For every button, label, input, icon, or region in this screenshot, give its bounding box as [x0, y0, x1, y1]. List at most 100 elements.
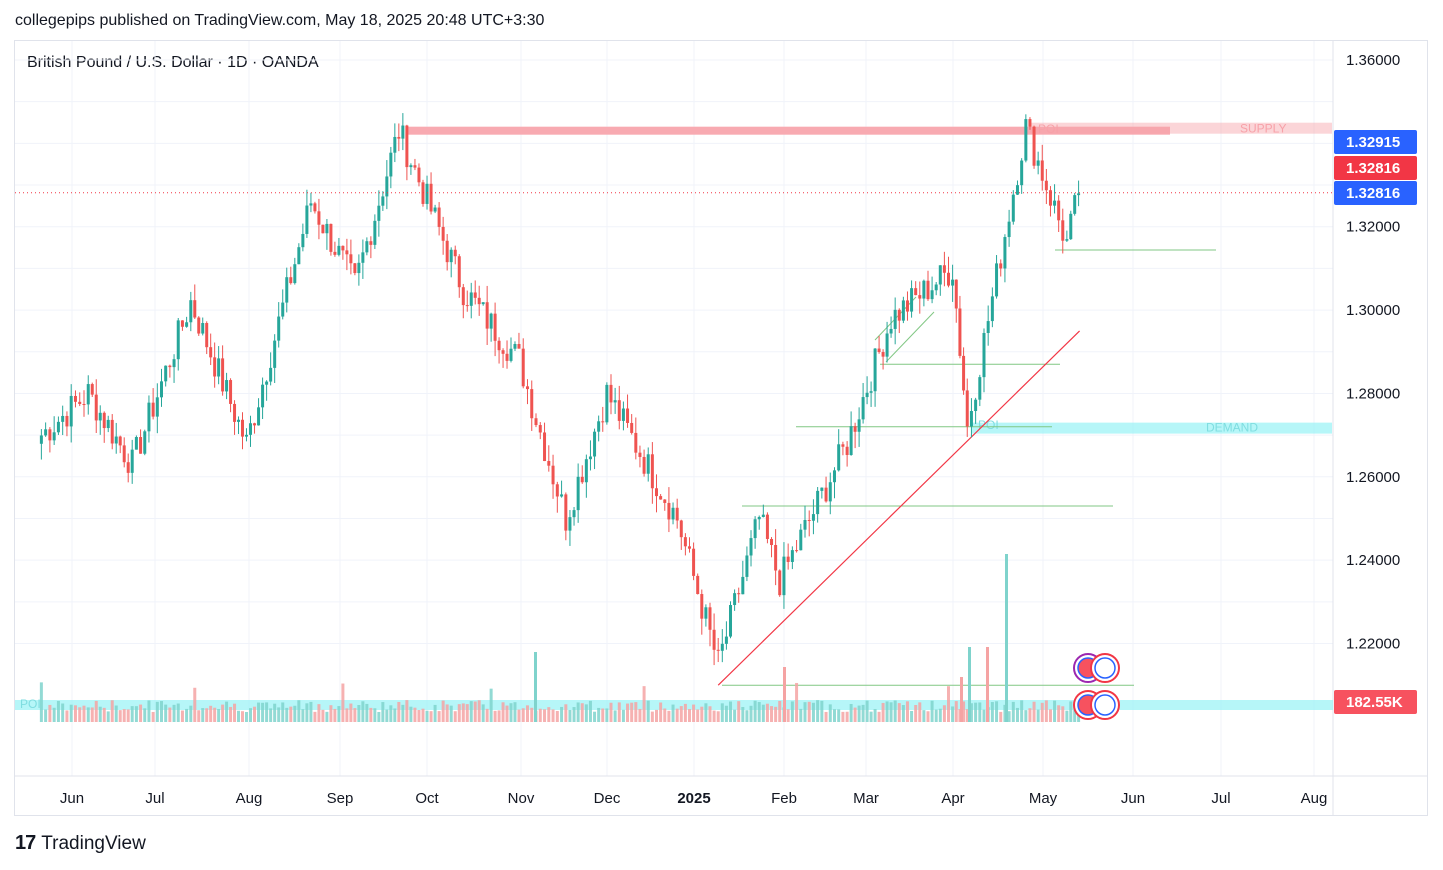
- volume-bar: [790, 701, 794, 722]
- volume-bar: [982, 709, 986, 722]
- volume-bar: [837, 709, 841, 722]
- candle-body: [118, 436, 122, 446]
- candle-body: [441, 226, 445, 241]
- volume-bar: [114, 705, 118, 722]
- volume-bar: [1044, 700, 1048, 722]
- candle-body: [94, 394, 98, 421]
- volume-bar: [816, 700, 820, 722]
- candle-body: [889, 328, 893, 334]
- volume-bar: [712, 710, 716, 722]
- volume-bar: [795, 682, 799, 722]
- time-tick-label: Feb: [771, 790, 797, 807]
- candle-body: [922, 280, 926, 299]
- volume-bar: [659, 702, 663, 722]
- volume-bar: [588, 700, 592, 722]
- candle-body: [790, 550, 794, 562]
- volume-bar: [650, 711, 654, 722]
- volume-bar: [513, 702, 517, 722]
- candle-body: [277, 316, 281, 341]
- candle-body: [122, 445, 126, 463]
- volume-bar: [538, 708, 542, 722]
- candle-body: [393, 136, 397, 153]
- volume-bar: [938, 708, 942, 722]
- price-tick-label: 1.26000: [1346, 469, 1400, 486]
- volume-bar: [205, 708, 209, 722]
- volume-bar: [692, 704, 696, 722]
- candle-body: [213, 357, 217, 377]
- volume-bar: [990, 702, 994, 722]
- volume-bar: [881, 702, 885, 722]
- candle-body: [807, 520, 811, 522]
- candle-body: [1048, 190, 1052, 206]
- volume-spike: [534, 652, 537, 722]
- volume-bar: [485, 708, 489, 722]
- candle-body: [189, 300, 193, 323]
- candle-body: [811, 514, 815, 521]
- volume-bar: [745, 710, 749, 722]
- candle-body: [521, 348, 525, 387]
- volume-bar: [525, 705, 529, 722]
- volume-spike: [968, 647, 971, 722]
- volume-bar: [437, 711, 441, 722]
- volume-spike: [783, 667, 786, 722]
- candle-body: [538, 425, 542, 433]
- volume-bar: [86, 707, 90, 722]
- volume-bar: [293, 705, 297, 722]
- candle-body: [134, 437, 138, 450]
- volume-bar: [325, 711, 329, 722]
- candle-body: [341, 245, 345, 251]
- candle-body: [110, 419, 114, 444]
- candle-body: [253, 423, 257, 426]
- volume-bar: [61, 703, 65, 722]
- volume-bar: [168, 707, 172, 722]
- volume-bar: [1053, 700, 1057, 722]
- candle-body: [910, 288, 914, 312]
- price-badge: [1334, 156, 1417, 180]
- candle-body: [509, 348, 513, 361]
- candle-body: [61, 415, 65, 422]
- candle-body: [761, 514, 765, 517]
- candle-body: [990, 296, 994, 322]
- volume-bar: [621, 709, 625, 722]
- volume-bar: [253, 706, 257, 722]
- candle-body: [551, 465, 555, 485]
- volume-bar: [753, 700, 757, 722]
- volume-bar: [646, 700, 650, 722]
- candle-body: [584, 459, 588, 483]
- candle-body: [671, 507, 675, 520]
- volume-bar: [733, 709, 737, 722]
- candle-body: [958, 308, 962, 356]
- candle-body: [613, 400, 617, 403]
- volume-bar: [52, 707, 56, 722]
- volume-bar: [877, 711, 881, 722]
- volume-bar: [313, 711, 317, 722]
- candle-body: [433, 207, 437, 212]
- volume-bar: [1073, 709, 1077, 722]
- candle-body: [934, 284, 938, 291]
- volume-bar: [445, 704, 449, 722]
- candle-body: [517, 344, 521, 349]
- tradingview-logo[interactable]: 17 TradingView: [15, 832, 146, 855]
- volume-bar: [130, 706, 134, 722]
- candle-body: [409, 165, 413, 168]
- volume-bar: [441, 700, 445, 722]
- volume-bar: [1040, 702, 1044, 722]
- volume-bar: [999, 711, 1003, 722]
- demand-zone-label: DEMAND: [1206, 421, 1258, 435]
- volume-bar: [69, 704, 73, 722]
- volume-bar: [642, 686, 646, 722]
- volume-bar: [225, 701, 229, 722]
- candle-body: [692, 548, 696, 576]
- candle-body: [865, 392, 869, 398]
- volume-bar: [962, 701, 966, 722]
- volume-bar: [601, 708, 605, 722]
- candle-body: [1020, 160, 1024, 186]
- volume-bar: [671, 704, 675, 722]
- candle-body: [893, 309, 897, 329]
- volume-bar: [98, 706, 102, 722]
- volume-bar: [1020, 700, 1024, 722]
- candle-body: [897, 309, 901, 321]
- candle-body: [782, 556, 786, 596]
- candle-body: [473, 292, 477, 298]
